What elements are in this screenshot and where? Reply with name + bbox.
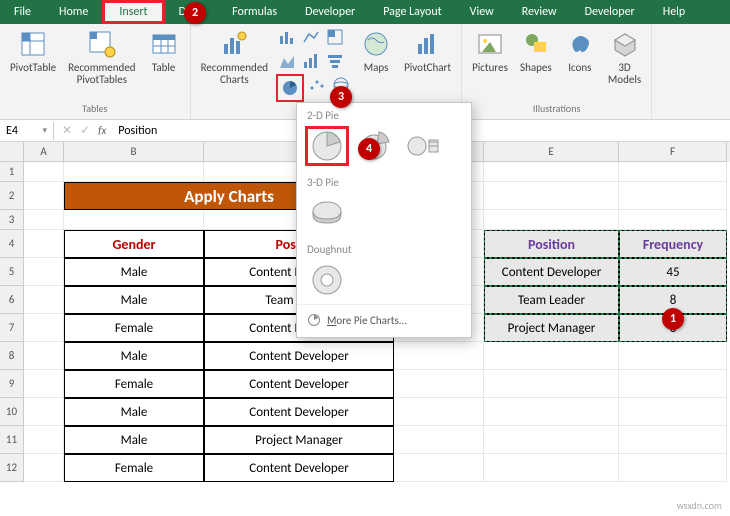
group-tables: PivotTable Recommended PivotTables Table…: [0, 24, 191, 119]
tab-developer2[interactable]: Developer: [571, 0, 649, 24]
pie-chart-button[interactable]: [279, 77, 301, 99]
table-cell[interactable]: Female: [64, 314, 204, 342]
cancel-formula-icon[interactable]: ✕: [62, 123, 72, 138]
hierarchy-chart-icon[interactable]: [324, 26, 346, 48]
tab-help[interactable]: Help: [649, 0, 700, 24]
ribbon-tabs: File Home Insert Draw Formulas Developer…: [0, 0, 730, 24]
pie-of-pie[interactable]: [401, 126, 445, 166]
table-cell[interactable]: Team Leader: [484, 286, 619, 314]
row-header[interactable]: 10: [0, 398, 24, 426]
3d-models-button[interactable]: 3D Models: [604, 26, 645, 88]
row-header[interactable]: 9: [0, 370, 24, 398]
tab-file[interactable]: File: [0, 0, 45, 24]
icons-icon: [564, 28, 596, 60]
table-cell[interactable]: Content Developer: [204, 370, 394, 398]
pie-section-2d: 2-D Pie: [297, 103, 471, 126]
table-cell[interactable]: Male: [64, 342, 204, 370]
recommended-charts-icon: [218, 28, 250, 60]
funnel-chart-icon[interactable]: [324, 50, 346, 72]
col-header[interactable]: B: [64, 142, 204, 162]
tab-insert[interactable]: Insert: [102, 0, 164, 24]
pie-more-icon: [307, 313, 321, 327]
row-header[interactable]: 1: [0, 162, 24, 182]
pie-2d-basic[interactable]: [305, 126, 349, 166]
row-header[interactable]: 4: [0, 230, 24, 258]
col-header[interactable]: E: [484, 142, 619, 162]
callout-1: 1: [662, 308, 684, 330]
row-header[interactable]: 7: [0, 314, 24, 342]
tab-home[interactable]: Home: [45, 0, 102, 24]
tab-developer[interactable]: Developer: [291, 0, 369, 24]
recommended-charts-button[interactable]: Recommended Charts: [197, 26, 272, 88]
row-header[interactable]: 6: [0, 286, 24, 314]
table2-header[interactable]: Position: [484, 230, 619, 258]
pie-chart-dropdown: 2-D Pie 3-D Pie Doughnut More Pie Charts…: [296, 102, 472, 338]
table-icon: [148, 28, 180, 60]
table-cell[interactable]: 45: [619, 258, 727, 286]
tab-review[interactable]: Review: [508, 0, 571, 24]
table-cell[interactable]: Male: [64, 258, 204, 286]
pivotchart-button[interactable]: PivotChart: [400, 26, 455, 76]
pie-section-3d: 3-D Pie: [297, 170, 471, 193]
watermark: wsxdn.com: [677, 499, 722, 512]
pictures-button[interactable]: Pictures: [468, 26, 512, 76]
name-box[interactable]: E4▾: [0, 122, 54, 140]
table-cell[interactable]: Project Manager: [484, 314, 619, 342]
confirm-formula-icon[interactable]: ✓: [80, 123, 90, 138]
stat-chart-icon[interactable]: [300, 50, 322, 72]
row-header[interactable]: 5: [0, 258, 24, 286]
callout-3: 3: [330, 86, 352, 108]
row-header[interactable]: 12: [0, 454, 24, 482]
callout-4: 4: [358, 138, 380, 160]
table-cell[interactable]: Male: [64, 286, 204, 314]
group-illustrations: Pictures Shapes Icons 3D Models Illustra…: [462, 24, 652, 119]
row-header[interactable]: 8: [0, 342, 24, 370]
select-all-corner[interactable]: [0, 142, 24, 162]
area-chart-icon[interactable]: [276, 50, 298, 72]
table-cell[interactable]: Female: [64, 454, 204, 482]
doughnut-basic[interactable]: [305, 260, 349, 300]
col-header[interactable]: A: [24, 142, 64, 162]
table2-header[interactable]: Frequency: [619, 230, 727, 258]
pivottable-button[interactable]: PivotTable: [6, 26, 60, 76]
maps-button[interactable]: Maps: [356, 26, 396, 76]
recommended-pivottables-button[interactable]: Recommended PivotTables: [64, 26, 139, 88]
row-header[interactable]: 2: [0, 182, 24, 210]
tab-pagelayout[interactable]: Page Layout: [369, 0, 455, 24]
line-chart-icon[interactable]: [300, 26, 322, 48]
row-header[interactable]: 11: [0, 426, 24, 454]
table-cell[interactable]: Male: [64, 426, 204, 454]
table-cell[interactable]: Content Developer: [204, 398, 394, 426]
callout-2: 2: [184, 2, 206, 24]
icons-button[interactable]: Icons: [560, 26, 600, 76]
scatter-chart-icon[interactable]: [306, 74, 328, 96]
recommended-pivottables-icon: [86, 28, 118, 60]
shapes-button[interactable]: Shapes: [516, 26, 556, 76]
more-pie-charts[interactable]: More Pie Charts...: [297, 304, 471, 335]
maps-icon: [360, 28, 392, 60]
namebox-chevron-icon: ▾: [42, 125, 47, 136]
table-cell[interactable]: Male: [64, 398, 204, 426]
3d-models-icon: [609, 28, 641, 60]
col-header[interactable]: F: [619, 142, 727, 162]
pivottable-icon: [17, 28, 49, 60]
column-chart-icon[interactable]: [276, 26, 298, 48]
table-cell[interactable]: Content Developer: [204, 454, 394, 482]
table1-header[interactable]: Gender: [64, 230, 204, 258]
table-cell[interactable]: Project Manager: [204, 426, 394, 454]
pie-section-doughnut: Doughnut: [297, 237, 471, 260]
row-header[interactable]: 3: [0, 210, 24, 230]
pie-3d-basic[interactable]: [305, 193, 349, 233]
table-cell[interactable]: Female: [64, 370, 204, 398]
table-cell[interactable]: Content Developer: [484, 258, 619, 286]
pivotchart-icon: [412, 28, 444, 60]
shapes-icon: [520, 28, 552, 60]
table-button[interactable]: Table: [144, 26, 184, 76]
tab-view[interactable]: View: [456, 0, 508, 24]
fx-icon[interactable]: fx: [98, 124, 112, 137]
tab-formulas[interactable]: Formulas: [218, 0, 291, 24]
pictures-icon: [474, 28, 506, 60]
table-cell[interactable]: Content Developer: [204, 342, 394, 370]
